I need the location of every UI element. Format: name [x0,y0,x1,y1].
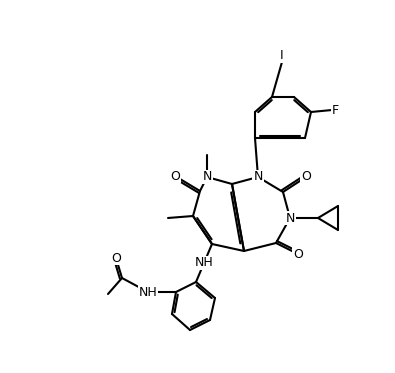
Text: H: H [143,285,153,298]
Text: NH: NH [195,257,213,270]
Text: N: N [285,211,295,225]
Text: O: O [293,248,303,260]
Text: N: N [253,170,263,184]
Text: F: F [332,103,339,116]
Text: O: O [111,251,121,264]
Text: N: N [202,170,212,184]
Text: O: O [170,169,180,182]
Text: I: I [280,49,284,62]
Text: NH: NH [139,285,157,298]
Text: O: O [301,170,311,184]
